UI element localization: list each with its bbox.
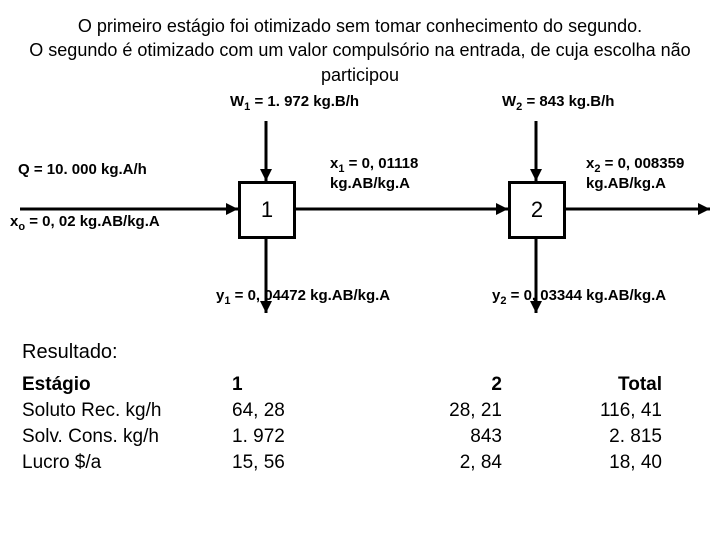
label-x1: x1 = 0, 01118kg.AB/kg.A [330,155,418,192]
arrow-2 [556,199,720,219]
head-stage: Estágio [22,374,222,396]
head-1: 1 [222,374,342,396]
row1-v1: 1. 972 [222,426,342,448]
head-2: 2 [342,374,542,396]
arrow-5 [256,229,276,323]
title-block: O primeiro estágio foi otimizado sem tom… [0,0,720,91]
label-W1: W1 = 1. 972 kg.B/h [230,93,359,113]
row0-v2: 28, 21 [342,400,542,422]
row1-v2: 843 [342,426,542,448]
row0-v1: 64, 28 [222,400,342,422]
row0-total: 116, 41 [542,400,662,422]
label-Q: Q = 10. 000 kg.A/h [18,161,147,178]
row2-total: 18, 40 [542,452,662,474]
row2-label: Lucro $/a [22,452,222,474]
result-table: Estágio12Total Soluto Rec. kg/h64, 2828, … [22,374,698,474]
label-y1: y1 = 0, 04472 kg.AB/kg.A [216,287,390,307]
label-x2: x2 = 0, 008359kg.AB/kg.A [586,155,684,192]
arrow-1 [286,199,518,219]
label-y2: y2 = 0, 03344 kg.AB/kg.A [492,287,666,307]
title-line-2: O segundo é otimizado com um valor compu… [28,38,692,87]
label-W2: W2 = 843 kg.B/h [502,93,614,113]
row1-label: Solv. Cons. kg/h [22,426,222,448]
arrow-0 [10,199,248,219]
row2-v1: 15, 56 [222,452,342,474]
result-section: Resultado: Estágio12Total Soluto Rec. kg/… [0,331,720,474]
arrow-3 [256,111,276,191]
row0-label: Soluto Rec. kg/h [22,400,222,422]
row2-v2: 2, 84 [342,452,542,474]
arrow-6 [526,229,546,323]
head-total: Total [542,374,662,396]
flow-diagram: 12Q = 10. 000 kg.A/hxo = 0, 02 kg.AB/kg.… [0,91,720,331]
title-line-1: O primeiro estágio foi otimizado sem tom… [28,14,692,38]
result-title: Resultado: [22,341,698,364]
row1-total: 2. 815 [542,426,662,448]
arrow-4 [526,111,546,191]
